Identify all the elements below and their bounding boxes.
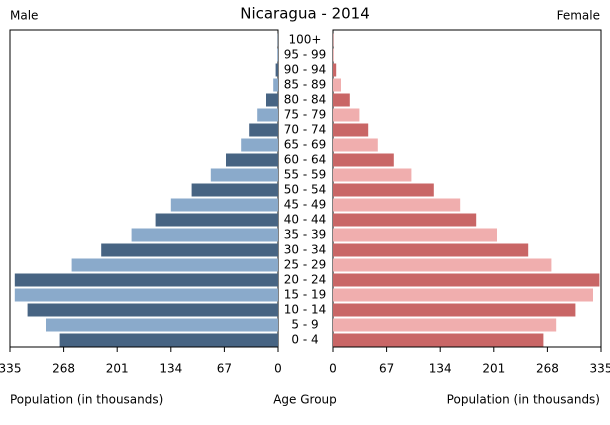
age-label: 60 - 64	[284, 153, 327, 167]
female-bar	[333, 318, 557, 332]
x-tick-label: 268	[52, 362, 75, 376]
male-bar	[273, 78, 278, 92]
female-bar	[333, 258, 552, 272]
male-bar	[155, 213, 278, 227]
female-bar	[333, 123, 369, 137]
x-tick-label: 335	[0, 362, 21, 376]
x-tick-label: 201	[482, 362, 505, 376]
female-bar	[333, 168, 412, 182]
x-tick-label: 335	[590, 362, 610, 376]
y-axis-label: Age Group	[273, 393, 337, 407]
age-label: 90 - 94	[284, 63, 327, 77]
x-tick-label: 67	[217, 362, 232, 376]
female-bar	[333, 183, 434, 197]
female-bar	[333, 213, 477, 227]
age-label: 80 - 84	[284, 93, 327, 107]
age-label: 85 - 89	[284, 78, 327, 92]
x-tick-label: 0	[329, 362, 337, 376]
age-label: 30 - 34	[284, 243, 327, 257]
male-bar	[46, 318, 278, 332]
age-label: 45 - 49	[284, 198, 327, 212]
female-bar	[333, 63, 337, 77]
male-label: Male	[10, 9, 38, 23]
female-bar	[333, 333, 544, 347]
male-bar	[14, 273, 279, 287]
female-bar	[333, 198, 461, 212]
x-tick-label: 268	[536, 362, 559, 376]
male-bar	[101, 243, 278, 257]
age-label: 35 - 39	[284, 228, 327, 242]
age-label: 25 - 29	[284, 258, 327, 272]
age-label: 15 - 19	[284, 288, 327, 302]
female-bar	[333, 273, 600, 287]
x-tick-label: 134	[159, 362, 182, 376]
male-bar	[131, 228, 278, 242]
male-bar	[275, 63, 278, 77]
male-bar	[277, 48, 278, 62]
female-bar	[333, 138, 378, 152]
female-bar	[333, 78, 341, 92]
female-bar	[333, 48, 334, 62]
male-bar	[27, 303, 278, 317]
male-bar	[14, 288, 279, 302]
male-bar	[241, 138, 278, 152]
age-label: 75 - 79	[284, 108, 327, 122]
x-tick-label: 67	[379, 362, 394, 376]
age-label: 40 - 44	[284, 213, 327, 227]
male-bar	[59, 333, 278, 347]
female-bar	[333, 228, 497, 242]
x-axis-label: Population (in thousands)	[447, 393, 600, 407]
female-bar	[333, 108, 360, 122]
male-bar	[266, 93, 278, 107]
female-bar	[333, 93, 350, 107]
age-label: 70 - 74	[284, 123, 327, 137]
male-bar	[249, 123, 278, 137]
male-bar	[191, 183, 278, 197]
male-bar	[210, 168, 278, 182]
male-bar	[170, 198, 278, 212]
female-label: Female	[557, 9, 600, 23]
male-bar	[71, 258, 278, 272]
female-bar	[333, 243, 529, 257]
female-bar	[333, 288, 593, 302]
age-label: 100+	[289, 33, 322, 47]
age-label: 55 - 59	[284, 168, 327, 182]
age-label: 95 - 99	[284, 48, 327, 62]
age-label: 50 - 54	[284, 183, 327, 197]
female-bar	[333, 153, 394, 167]
age-label: 0 - 4	[291, 333, 318, 347]
age-label: 5 - 9	[291, 318, 318, 332]
chart-title: Nicaragua - 2014	[240, 5, 370, 23]
x-tick-label: 201	[106, 362, 129, 376]
age-label: 65 - 69	[284, 138, 327, 152]
female-bar	[333, 303, 576, 317]
age-label: 10 - 14	[284, 303, 327, 317]
x-axis-label: Population (in thousands)	[10, 393, 163, 407]
male-bar	[226, 153, 278, 167]
age-label: 20 - 24	[284, 273, 327, 287]
male-bar	[257, 108, 278, 122]
x-tick-label: 134	[429, 362, 452, 376]
x-tick-label: 0	[274, 362, 282, 376]
